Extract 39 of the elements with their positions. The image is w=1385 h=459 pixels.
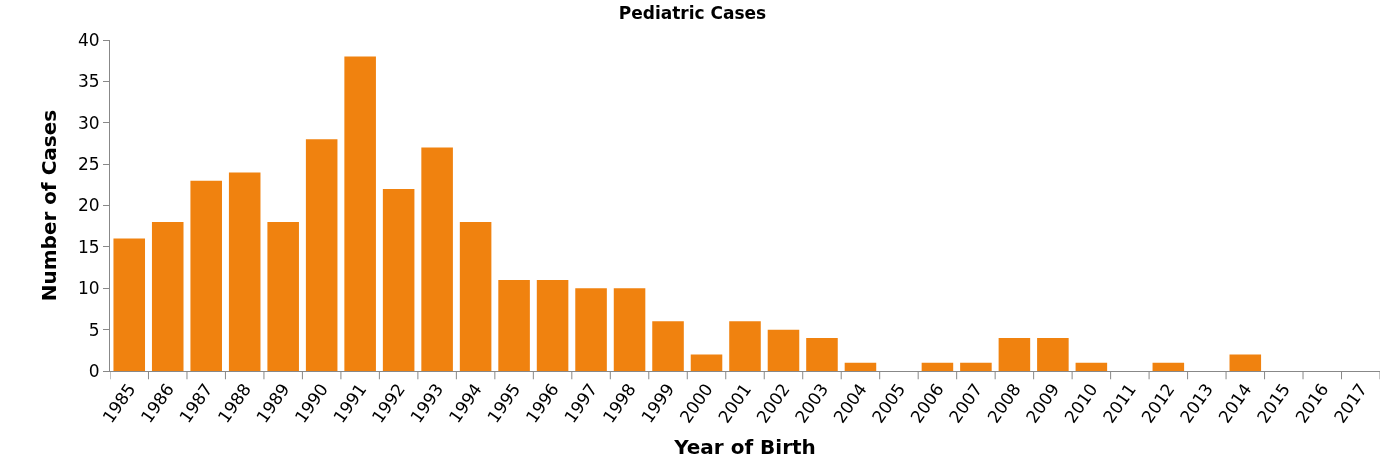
- x-axis-title: Year of Birth: [673, 435, 816, 459]
- bar: [806, 337, 838, 371]
- bar: [151, 222, 184, 371]
- bar: [729, 321, 761, 371]
- y-tick-label: 20: [77, 195, 100, 216]
- y-tick-label: 15: [77, 236, 100, 257]
- bar: [421, 147, 453, 371]
- bar: [190, 180, 222, 371]
- y-tick-label: 30: [77, 112, 100, 133]
- bar: [652, 321, 684, 371]
- bar: [228, 172, 261, 371]
- bar: [267, 222, 299, 371]
- y-axis-title: Number of Cases: [37, 109, 62, 302]
- bar: [113, 238, 146, 371]
- bar: [1075, 362, 1108, 371]
- bar: [344, 56, 376, 371]
- bar: [498, 279, 530, 371]
- bar: [1152, 362, 1185, 371]
- bar: [536, 279, 569, 371]
- bar: [613, 288, 646, 371]
- bar: [690, 354, 723, 371]
- bar: [1229, 354, 1262, 371]
- chart-title: Pediatric Cases: [618, 2, 767, 23]
- bar: [998, 337, 1031, 371]
- y-tick-label: 5: [88, 319, 100, 340]
- bar: [575, 288, 607, 371]
- bar: [767, 329, 800, 371]
- bar: [844, 362, 877, 371]
- y-tick-label: 40: [77, 29, 100, 50]
- bar: [459, 222, 492, 371]
- bar: [382, 188, 415, 371]
- bar: [960, 362, 992, 371]
- y-tick-label: 0: [88, 360, 100, 381]
- bar: [1037, 337, 1069, 371]
- bar: [921, 362, 954, 371]
- y-tick-label: 35: [77, 71, 100, 92]
- y-tick-label: 10: [77, 278, 100, 299]
- bar: [305, 139, 338, 371]
- y-tick-label: 25: [77, 154, 100, 175]
